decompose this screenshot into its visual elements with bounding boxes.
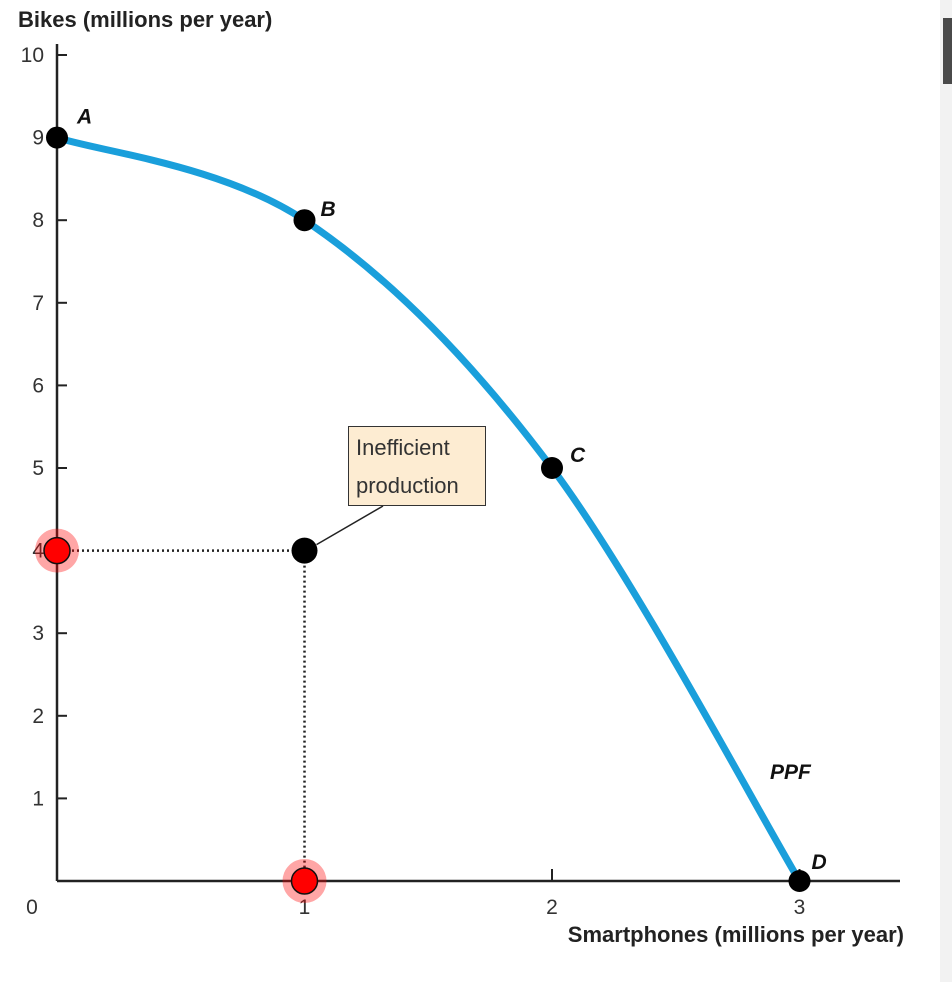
y-tick-label: 4 bbox=[32, 540, 44, 563]
y-tick-label: 9 bbox=[32, 127, 44, 150]
callout-leader-line bbox=[316, 505, 384, 546]
y-tick-label: 6 bbox=[32, 374, 44, 397]
axes bbox=[55, 44, 900, 883]
y-tick-label: 3 bbox=[32, 622, 44, 645]
ppf-point-b bbox=[293, 209, 316, 232]
point-label-a: A bbox=[76, 106, 92, 129]
ppf-point-d bbox=[788, 870, 811, 892]
point-label-b: B bbox=[321, 198, 336, 221]
callout-line-1: Inefficient bbox=[356, 435, 450, 460]
dotted-guides bbox=[57, 549, 306, 881]
y-axis-marker-handle[interactable] bbox=[43, 536, 71, 565]
y-tick-label: 7 bbox=[32, 292, 44, 315]
y-tick-label: 10 bbox=[21, 44, 44, 67]
y-tick-label: 1 bbox=[32, 787, 44, 810]
ppf-point-c bbox=[541, 457, 563, 479]
x-axis-title: Smartphones (millions per year) bbox=[568, 922, 904, 947]
y-tick-label: 8 bbox=[32, 209, 44, 232]
y-tick-label: 5 bbox=[32, 457, 44, 480]
x-axis-marker-handle[interactable] bbox=[290, 867, 319, 895]
x-tick-label: 0 bbox=[26, 896, 38, 919]
inefficient-point bbox=[291, 537, 318, 564]
point-label-d: D bbox=[812, 851, 827, 874]
x-tick-label: 2 bbox=[546, 896, 558, 919]
right-scrollbar-track[interactable] bbox=[940, 0, 952, 982]
scrollbar-thumb[interactable] bbox=[943, 18, 952, 84]
ppf-point-a bbox=[46, 126, 68, 149]
x-tick-label: 1 bbox=[299, 896, 311, 919]
y-axis-title: Bikes (millions per year) bbox=[18, 7, 272, 32]
ppf-curve-label: PPF bbox=[770, 761, 812, 784]
inefficient-production-callout: Inefficient production bbox=[348, 426, 486, 506]
x-tick-label: 3 bbox=[794, 896, 806, 919]
points: A B C D bbox=[35, 106, 827, 903]
callout-line-2: production bbox=[356, 473, 459, 498]
point-label-c: C bbox=[570, 444, 586, 467]
ppf-curve bbox=[53, 134, 803, 885]
labels: Bikes (millions per year) Smartphones (m… bbox=[18, 7, 904, 947]
y-tick-label: 2 bbox=[32, 705, 44, 728]
ticks: 1 2 3 4 5 6 7 8 9 10 0 1 2 3 bbox=[21, 44, 806, 919]
